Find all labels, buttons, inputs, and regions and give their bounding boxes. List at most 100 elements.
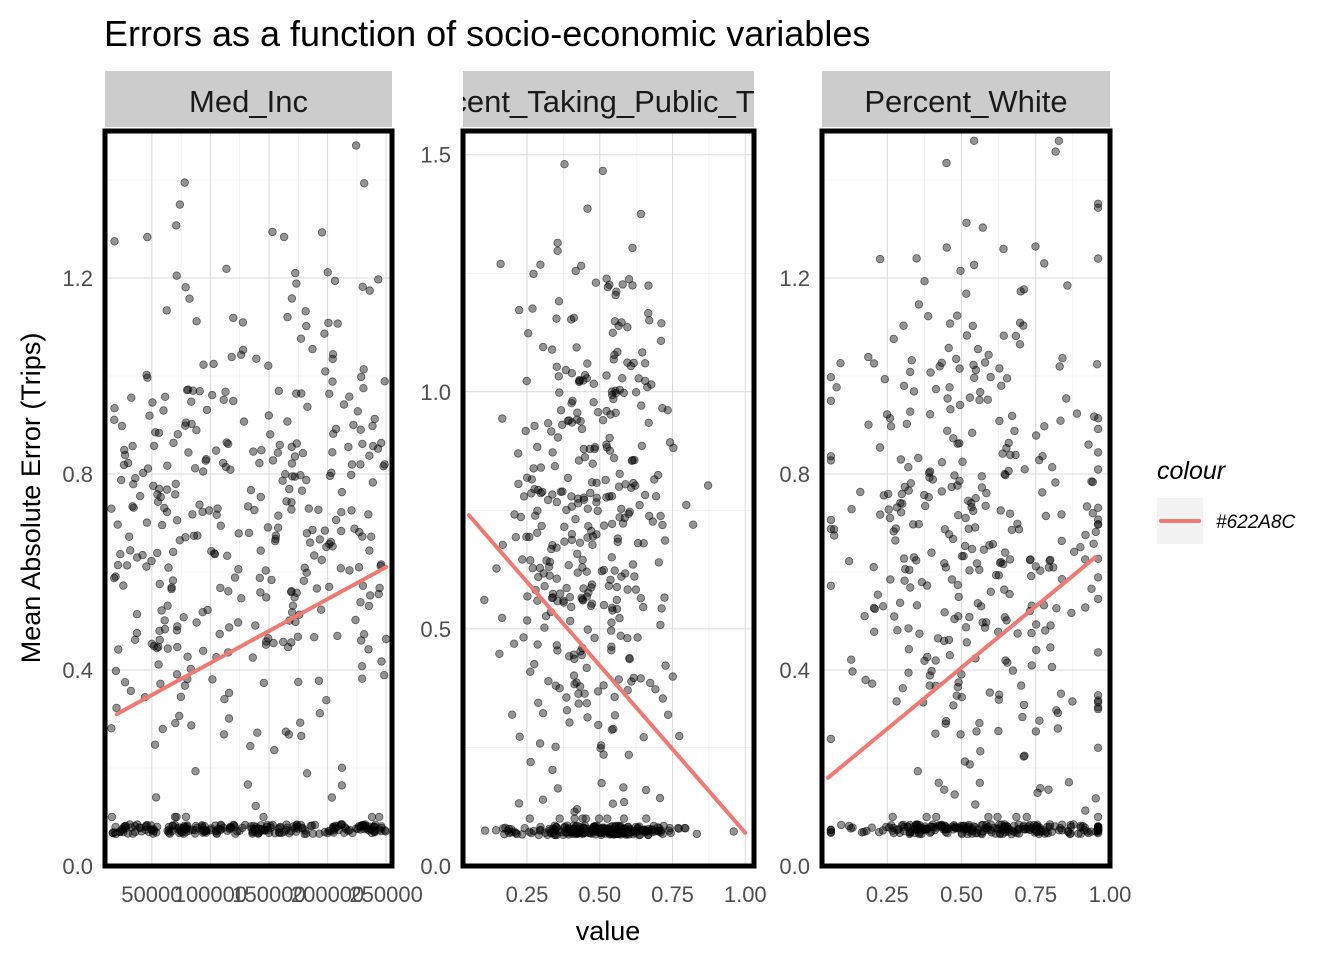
data-point — [555, 814, 564, 823]
data-point — [179, 613, 188, 622]
data-point — [567, 602, 576, 612]
data-point — [302, 321, 311, 331]
data-point — [1000, 613, 1009, 622]
data-point — [183, 652, 192, 661]
data-point — [969, 136, 979, 145]
data-point — [917, 578, 927, 587]
y-tick-label: 0.0 — [62, 854, 93, 879]
data-point — [895, 598, 905, 607]
data-point — [887, 821, 896, 830]
data-point — [953, 580, 962, 590]
data-point — [943, 426, 952, 435]
data-point — [167, 826, 176, 836]
data-point — [1081, 603, 1090, 612]
data-point — [660, 593, 669, 602]
data-point — [168, 547, 178, 557]
data-point — [596, 741, 606, 750]
data-point — [224, 688, 234, 698]
data-point — [952, 691, 961, 700]
data-point — [591, 278, 601, 287]
data-point — [204, 506, 214, 515]
data-point — [154, 428, 164, 438]
data-point — [931, 384, 941, 394]
data-point — [889, 334, 898, 344]
data-point — [224, 623, 234, 632]
data-point — [826, 825, 836, 834]
data-point — [562, 583, 571, 593]
data-point — [525, 532, 534, 542]
data-point — [579, 823, 589, 833]
data-point — [305, 538, 315, 547]
data-point — [861, 675, 870, 685]
data-point — [931, 729, 940, 738]
data-point — [163, 461, 172, 470]
data-point — [545, 557, 555, 567]
data-point — [522, 532, 531, 541]
data-point — [572, 805, 582, 814]
data-point — [899, 554, 909, 563]
data-point — [570, 814, 579, 823]
data-point — [525, 814, 534, 823]
data-point — [927, 666, 936, 676]
data-point — [593, 687, 603, 696]
data-point — [1027, 628, 1036, 638]
data-point — [937, 358, 946, 367]
data-point — [914, 300, 924, 309]
data-point — [952, 354, 961, 364]
regression-line — [825, 555, 1098, 780]
data-point — [657, 604, 666, 613]
data-point — [554, 297, 564, 306]
data-point — [244, 528, 254, 538]
data-point — [924, 468, 934, 477]
data-point — [281, 727, 291, 736]
y-tick-label: 1.0 — [420, 380, 451, 405]
data-point — [518, 555, 527, 564]
data-point — [1091, 827, 1101, 836]
facet-strip-label: Percent_White — [864, 84, 1067, 119]
x-tick-label: 150000 — [232, 882, 305, 907]
data-point — [312, 584, 322, 593]
data-point — [950, 790, 959, 799]
data-point — [522, 473, 532, 482]
data-point — [613, 347, 622, 357]
data-point — [581, 814, 591, 823]
data-point — [370, 827, 379, 836]
data-point — [906, 583, 915, 592]
data-point — [256, 546, 265, 555]
data-point — [880, 375, 889, 384]
data-point — [885, 513, 895, 523]
data-point — [368, 421, 377, 431]
data-point — [984, 350, 993, 359]
data-point — [527, 489, 536, 498]
data-point — [202, 405, 212, 415]
data-point — [129, 503, 138, 512]
data-point — [1049, 563, 1058, 572]
data-point — [325, 389, 334, 398]
data-point — [869, 603, 879, 613]
facet-panel-1: Med_Inc 0.0 0.4 0.8 1.2 500001000001500002000… — [62, 71, 423, 907]
data-point — [212, 510, 221, 519]
data-point — [940, 559, 949, 568]
data-point — [619, 388, 628, 398]
data-point — [904, 645, 914, 654]
data-point — [192, 823, 202, 833]
data-point — [649, 821, 658, 831]
data-point — [680, 823, 689, 833]
data-point — [628, 281, 637, 290]
data-point — [514, 479, 523, 489]
data-point — [172, 670, 182, 679]
data-point — [583, 359, 592, 368]
data-point — [208, 675, 217, 684]
data-point — [1022, 812, 1031, 822]
data-point — [968, 428, 977, 437]
data-point — [314, 676, 324, 685]
data-point — [302, 568, 311, 577]
data-point — [668, 672, 677, 681]
data-point — [317, 605, 326, 614]
data-point — [619, 814, 629, 823]
data-point — [578, 563, 587, 572]
data-point — [368, 441, 378, 451]
data-point — [560, 822, 570, 831]
data-point — [1057, 826, 1067, 835]
data-point — [1063, 281, 1072, 290]
